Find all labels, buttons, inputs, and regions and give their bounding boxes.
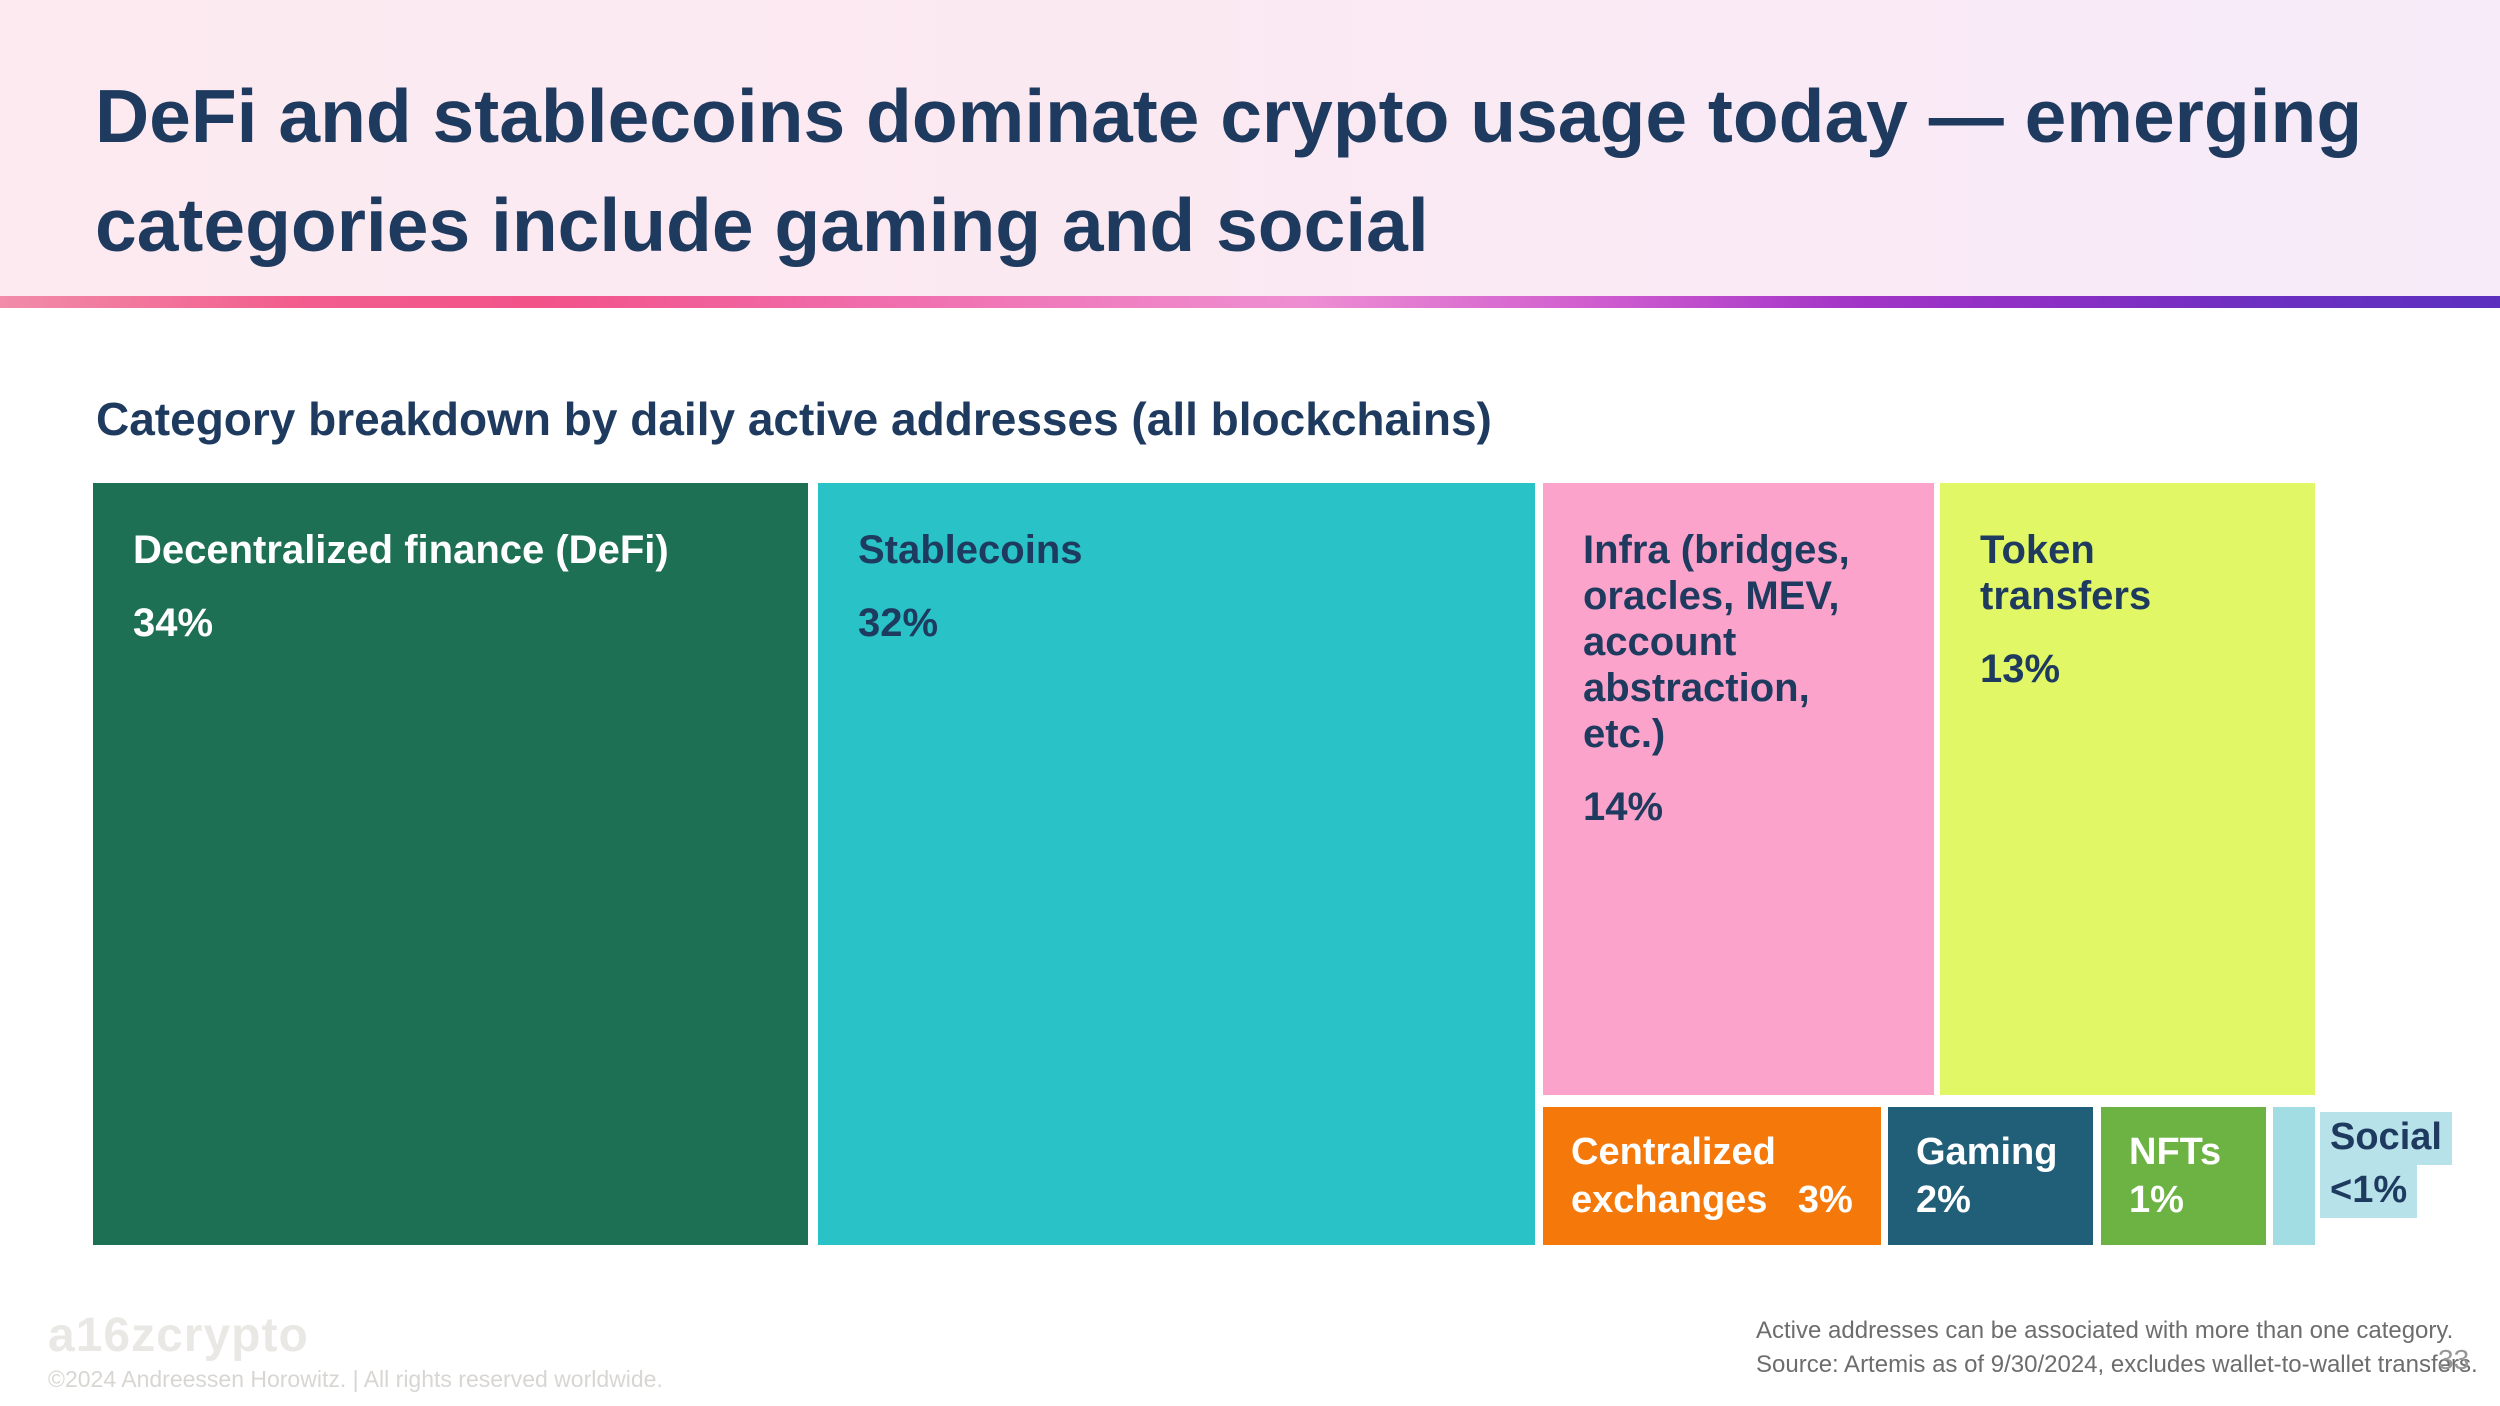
treemap-block-infra: Infra (bridges, oracles, MEV, account ab… [1543,483,1934,1095]
social-callout-label: Social [2320,1112,2452,1165]
block-label: Decentralized finance (DeFi) [133,528,669,572]
slide-title: DeFi and stablecoins dominate crypto usa… [95,62,2415,280]
slide-title-line-2: categories include gaming and social [95,183,1429,267]
block-value: 2% [1916,1179,1971,1221]
treemap-block-stablecoins: Stablecoins 32% [818,483,1535,1245]
treemap-block-gaming: Gaming 2% [1888,1107,2093,1245]
block-text-row: Centralized exchanges 3% [1571,1128,1853,1224]
a16zcrypto-logo: a16zcrypto [48,1309,309,1362]
block-value: 13% [1980,647,2061,691]
slide-title-line-1: DeFi and stablecoins dominate crypto usa… [95,74,2363,158]
accent-gradient-bar [0,296,2500,308]
block-label: Stablecoins [858,528,1083,572]
footnote-line-2: Source: Artemis as of 9/30/2024, exclude… [1756,1351,2478,1378]
treemap-block-defi: Decentralized finance (DeFi) 34% [93,483,808,1245]
block-value: 1% [2129,1179,2184,1221]
block-label: Infra (bridges, oracles, MEV, account ab… [1583,528,1850,756]
block-value: 3% [1797,1179,1853,1221]
header-band: DeFi and stablecoins dominate crypto usa… [0,0,2500,308]
treemap-block-centralized-exchanges: Centralized exchanges 3% [1543,1107,1881,1245]
social-callout: Social <1% [2320,1112,2452,1218]
treemap-block-nfts: NFTs 1% [2101,1107,2266,1245]
treemap-block-social [2273,1107,2315,1245]
chart-title: Category breakdown by daily active addre… [96,393,1492,445]
block-value: 32% [858,601,939,645]
block-label: Centralized exchanges [1571,1131,1776,1221]
block-label: NFTs [2129,1131,2222,1173]
treemap-block-token-transfers: Token transfers 13% [1940,483,2315,1095]
block-label: Gaming [1916,1131,2058,1173]
block-label: Token transfers [1980,528,2152,618]
footnote-line-1: Active addresses can be associated with … [1756,1317,2454,1344]
copyright-text: ©2024 Andreessen Horowitz. | All rights … [48,1366,663,1392]
block-value: 34% [133,601,214,645]
page-number: 33 [2438,1344,2470,1375]
footnotes: Active addresses can be associated with … [1756,1314,2478,1382]
block-value: 14% [1583,785,1664,829]
social-callout-value: <1% [2320,1165,2418,1218]
